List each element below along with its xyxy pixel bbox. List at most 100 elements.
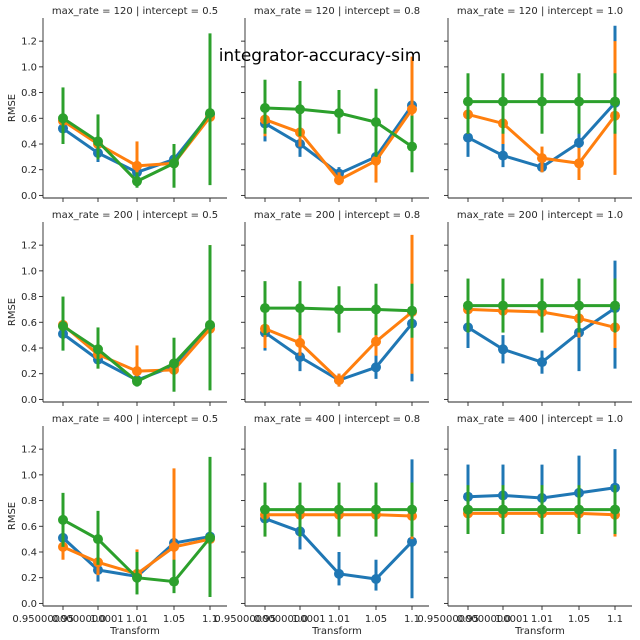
data-point	[169, 158, 179, 169]
y-tick-label: 1.2	[21, 241, 37, 252]
data-point	[334, 568, 344, 579]
series-green	[58, 33, 215, 188]
data-point	[498, 344, 508, 355]
data-point	[295, 337, 305, 348]
data-point	[205, 532, 215, 543]
series-green	[58, 245, 215, 392]
x-tick-label: 1.01	[531, 614, 553, 625]
x-tick-label: 1.01	[126, 614, 148, 625]
y-tick-label: 0.8	[21, 88, 37, 99]
y-axis-label: RMSE	[7, 502, 18, 530]
data-point	[463, 96, 473, 107]
data-point	[260, 303, 270, 314]
data-point	[574, 96, 584, 107]
data-point	[260, 504, 270, 515]
y-tick-label: 1.2	[21, 445, 37, 456]
data-point	[58, 113, 68, 124]
y-tick-label: 0.2	[21, 573, 37, 584]
panel-8: max_rate = 400 | intercept = 0.8 0.950.95…	[214, 414, 429, 637]
panel-6: max_rate = 200 | intercept = 1.0	[444, 210, 632, 406]
data-point	[295, 104, 305, 115]
data-point	[407, 305, 417, 316]
data-point	[498, 504, 508, 515]
x-axis-label: Transform	[514, 626, 565, 637]
panel-title: max_rate = 400 | intercept = 0.8	[254, 414, 420, 425]
y-tick-label: 0.2	[21, 165, 37, 176]
data-point	[537, 504, 547, 515]
data-point	[407, 536, 417, 547]
series-green	[463, 73, 620, 134]
panel-5: max_rate = 200 | intercept = 0.8	[241, 210, 429, 406]
data-point	[371, 336, 381, 347]
data-point	[537, 96, 547, 107]
panels-group: max_rate = 120 | intercept = 0.5 0.0 0.2 0.…	[7, 6, 632, 637]
data-point	[463, 300, 473, 311]
y-tick-label: 0.4	[21, 344, 37, 355]
data-point	[574, 158, 584, 169]
data-point	[407, 141, 417, 152]
data-point	[334, 504, 344, 515]
data-point	[169, 358, 179, 369]
panel-4: max_rate = 200 | intercept = 0.5 0.0 0.2 0.…	[7, 210, 227, 406]
y-tick-label: 0.6	[21, 522, 37, 533]
y-tick-label: 0.0	[21, 191, 37, 202]
data-point	[132, 176, 142, 187]
series-green	[58, 456, 215, 597]
data-point	[334, 375, 344, 386]
y-tick-label: 0.0	[21, 395, 37, 406]
data-point	[169, 541, 179, 552]
x-tick-label: 0.95	[52, 614, 74, 625]
data-point	[610, 96, 620, 107]
y-tick-label: 0.6	[21, 318, 37, 329]
data-point	[295, 352, 305, 362]
data-point	[574, 137, 584, 148]
series-orange	[58, 245, 215, 387]
data-point	[295, 303, 305, 314]
data-point	[132, 160, 142, 171]
x-tick-label: 1.1	[202, 614, 218, 625]
x-tick-label: 1.0	[495, 614, 511, 625]
data-point	[295, 504, 305, 515]
data-point	[610, 300, 620, 311]
y-axis-label: RMSE	[7, 298, 18, 326]
y-tick-label: 0.8	[21, 496, 37, 507]
x-tick-label: 0.95	[457, 614, 479, 625]
x-tick-label: 0.95	[254, 614, 276, 625]
data-point	[574, 504, 584, 515]
data-point	[58, 514, 68, 525]
panel-3: max_rate = 120 | intercept = 1.0	[444, 6, 632, 202]
data-point	[463, 132, 473, 143]
data-point	[93, 344, 103, 355]
panel-title: max_rate = 400 | intercept = 0.5	[52, 414, 218, 425]
data-point	[334, 108, 344, 119]
panel-title: max_rate = 120 | intercept = 1.0	[457, 6, 623, 17]
data-point	[463, 504, 473, 515]
x-tick-label: 1.01	[328, 614, 350, 625]
x-axis-label: Transform	[311, 626, 362, 637]
data-point	[334, 304, 344, 315]
data-point	[537, 357, 547, 368]
y-tick-label: 1.2	[21, 37, 37, 48]
series-green	[260, 281, 417, 338]
series-green	[260, 79, 417, 173]
y-tick-label: 1.0	[21, 62, 37, 73]
data-point	[334, 175, 344, 185]
data-point	[610, 504, 620, 515]
x-tick-label: 0.9500000000000001	[12, 614, 123, 625]
data-point	[205, 108, 215, 119]
x-tick-label: 1.0	[90, 614, 106, 625]
panel-9: max_rate = 400 | intercept = 1.0 0.950.95…	[417, 414, 632, 637]
data-point	[205, 319, 215, 330]
data-point	[407, 104, 417, 115]
y-tick-label: 0.2	[21, 369, 37, 380]
y-tick-label: 0.4	[21, 548, 37, 559]
series-green	[260, 482, 417, 537]
data-point	[371, 362, 381, 373]
panel-7: max_rate = 400 | intercept = 0.5 0.0 0.2 0.…	[7, 414, 227, 637]
x-tick-label: 1.05	[365, 614, 387, 625]
data-point	[169, 576, 179, 587]
y-axis-label: RMSE	[7, 94, 18, 122]
panel-title: max_rate = 200 | intercept = 0.5	[52, 210, 218, 221]
panel-title: max_rate = 120 | intercept = 0.5	[52, 6, 218, 17]
